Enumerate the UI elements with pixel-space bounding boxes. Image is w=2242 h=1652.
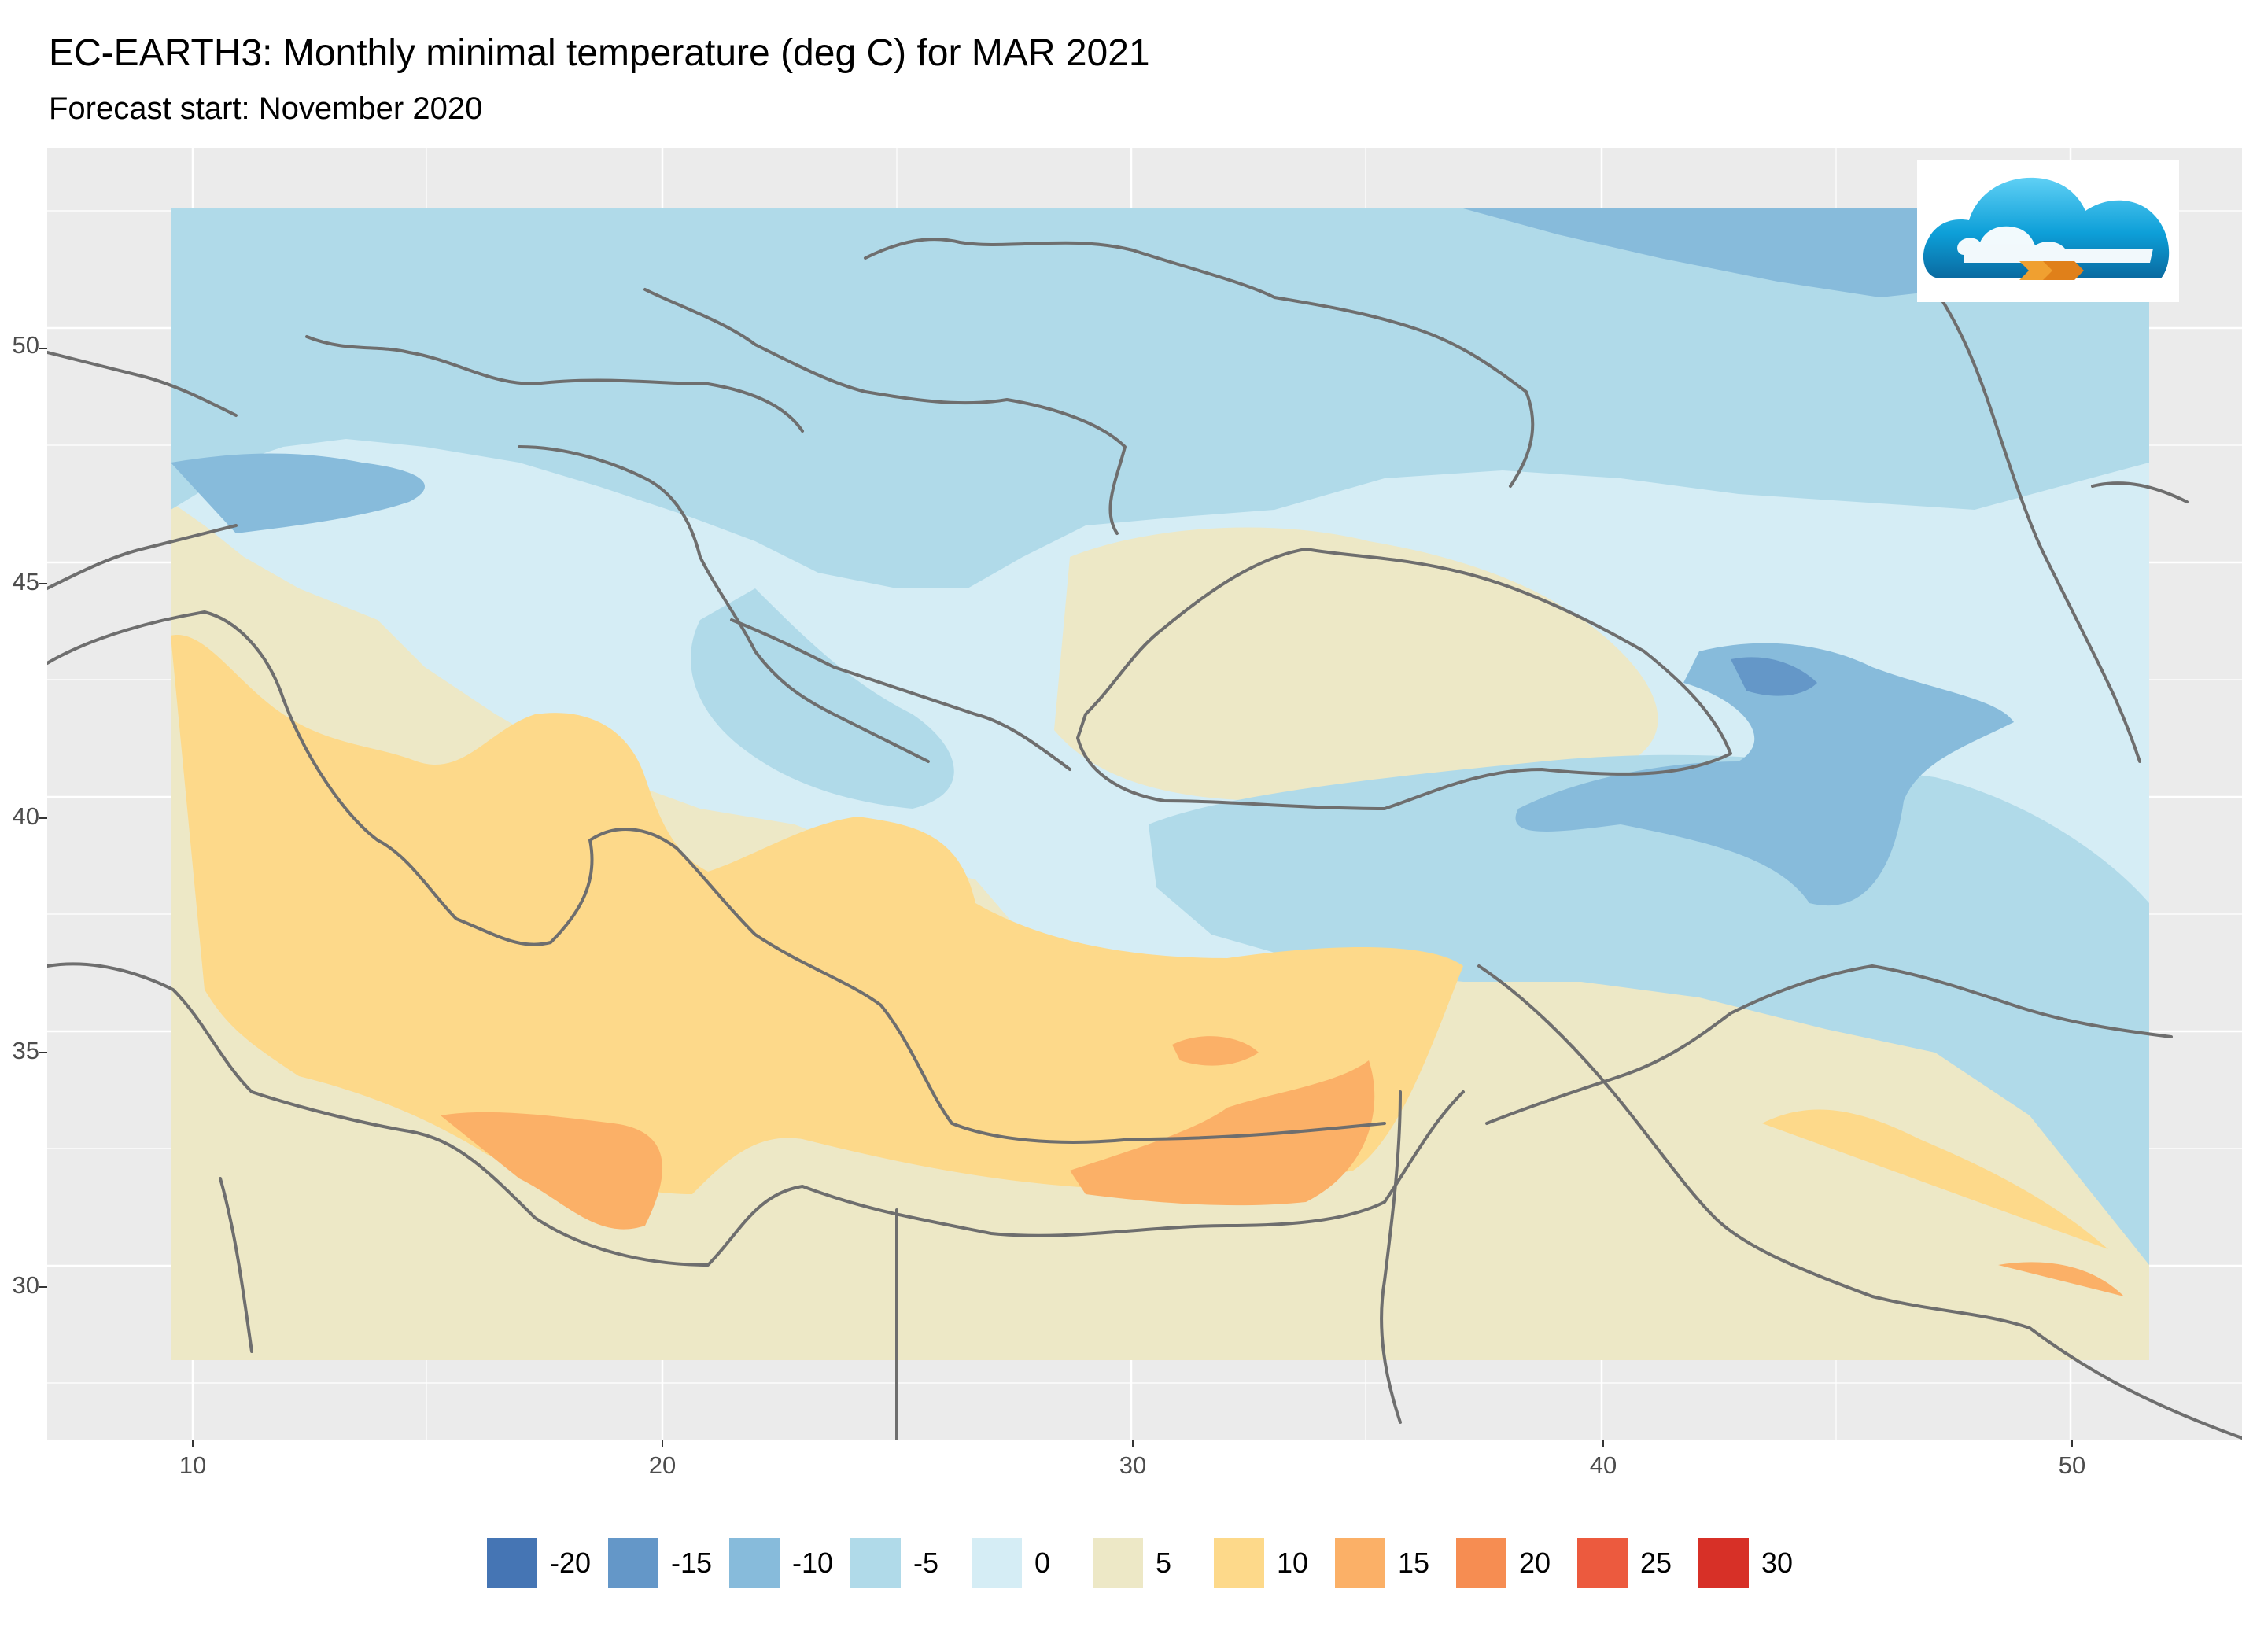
x-tick-mark [1602, 1440, 1604, 1447]
legend-label: 10 [1277, 1547, 1309, 1579]
legend-item: -20 [485, 1536, 594, 1590]
temperature-field [171, 208, 2149, 1360]
x-tick-label: 40 [1589, 1451, 1617, 1479]
x-tick-mark [1132, 1440, 1134, 1447]
legend-item: 15 [1333, 1536, 1442, 1590]
y-tick-label: 50 [12, 331, 39, 359]
x-tick-mark [192, 1440, 194, 1447]
y-tick-mark [39, 348, 47, 349]
y-tick-mark [39, 817, 47, 819]
y-tick-label: 40 [12, 802, 39, 830]
y-tick-mark [39, 583, 47, 584]
map-title: EC-EARTH3: Monthly minimal temperature (… [49, 32, 1150, 74]
x-tick-label: 20 [648, 1451, 677, 1479]
y-tick-label: 30 [12, 1271, 39, 1299]
legend-item: -15 [607, 1536, 715, 1590]
legend-swatch [1091, 1536, 1145, 1590]
x-tick-label: 30 [1119, 1451, 1147, 1479]
legend-swatch [1455, 1536, 1508, 1590]
map-panel [47, 148, 2242, 1440]
country-borders [47, 238, 2242, 1440]
legend-swatch [1697, 1536, 1750, 1590]
legend-label: 25 [1640, 1547, 1672, 1579]
legend-item: 10 [1212, 1536, 1321, 1590]
cloud-icon [1923, 177, 2170, 280]
temperature-map [47, 148, 2242, 1440]
x-tick-mark [2071, 1440, 2073, 1447]
legend-item: 25 [1576, 1536, 1684, 1590]
legend-label: 0 [1034, 1547, 1051, 1579]
legend-label: -20 [550, 1547, 592, 1579]
legend-swatch [607, 1536, 660, 1590]
x-tick-label: 10 [179, 1451, 207, 1479]
y-tick-label: 35 [12, 1037, 39, 1064]
legend-swatch [1576, 1536, 1629, 1590]
legend-swatch [728, 1536, 781, 1590]
legend-swatch [1333, 1536, 1387, 1590]
color-legend: -20 -15 -10 -5 0 5 10 15 20 25 30 [485, 1536, 1818, 1591]
legend-item: 0 [970, 1536, 1079, 1590]
legend-swatch [849, 1536, 902, 1590]
legend-item: 5 [1091, 1536, 1200, 1590]
x-tick-label: 50 [2058, 1451, 2086, 1479]
legend-swatch [970, 1536, 1023, 1590]
legend-swatch [485, 1536, 539, 1590]
legend-item: 20 [1455, 1536, 1563, 1590]
legend-item: -5 [849, 1536, 957, 1590]
cloud-arrow-logo [1917, 160, 2179, 302]
legend-label: -10 [792, 1547, 834, 1579]
legend-item: 30 [1697, 1536, 1805, 1590]
legend-label: 30 [1761, 1547, 1794, 1579]
legend-item: -10 [728, 1536, 836, 1590]
legend-label: 5 [1156, 1547, 1172, 1579]
legend-label: 15 [1398, 1547, 1430, 1579]
y-tick-label: 45 [12, 568, 39, 596]
map-subtitle: Forecast start: November 2020 [49, 91, 483, 126]
y-tick-mark [39, 1286, 47, 1288]
legend-label: 20 [1519, 1547, 1551, 1579]
legend-label: -5 [913, 1547, 939, 1579]
legend-swatch [1212, 1536, 1266, 1590]
x-tick-mark [662, 1440, 663, 1447]
y-tick-mark [39, 1052, 47, 1053]
legend-label: -15 [671, 1547, 713, 1579]
